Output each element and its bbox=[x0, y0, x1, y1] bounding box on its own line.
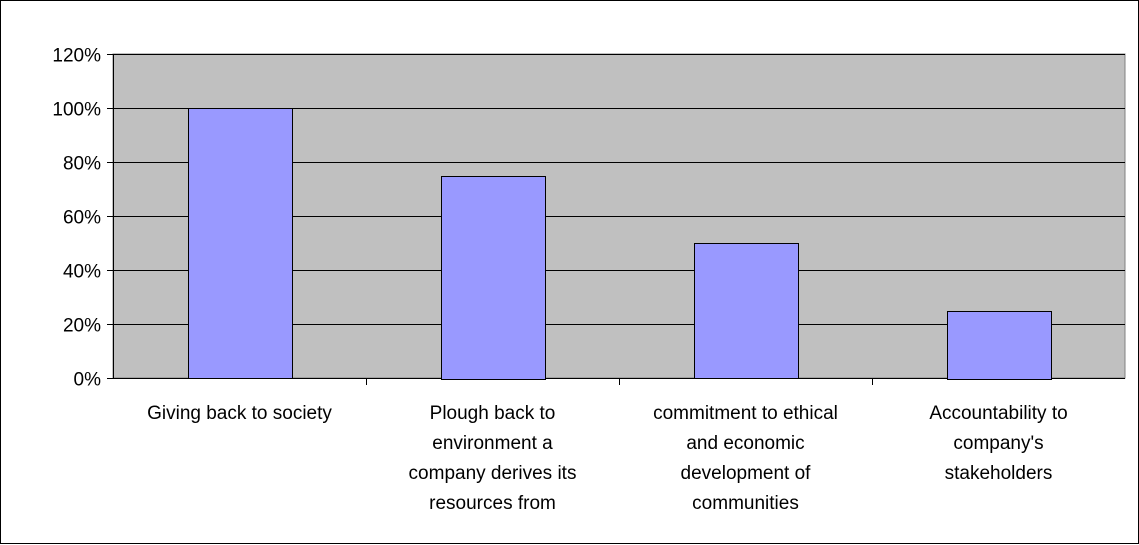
y-tick-label: 60% bbox=[63, 208, 101, 229]
bar bbox=[947, 311, 1052, 380]
x-category-label-line: Plough back to bbox=[430, 403, 556, 424]
y-tick-label: 120% bbox=[52, 46, 101, 67]
x-category-label-line: development of bbox=[681, 463, 812, 484]
y-tick-label: 0% bbox=[74, 370, 102, 391]
x-category-label-line: Accountability to bbox=[929, 403, 1067, 424]
x-category-label-line: Giving back to society bbox=[147, 403, 332, 424]
y-tick-label: 20% bbox=[63, 316, 101, 337]
y-tick-label: 40% bbox=[63, 262, 101, 283]
x-category-label-line: company's bbox=[953, 433, 1043, 454]
bar bbox=[694, 243, 799, 379]
x-category-label-line: and economic bbox=[686, 433, 804, 454]
x-category-label-line: environment a bbox=[432, 433, 553, 454]
x-category-label-line: company derives its bbox=[409, 463, 577, 484]
x-category-label: commitment to ethical and economic develop… bbox=[653, 403, 838, 514]
y-tick-label: 80% bbox=[63, 154, 101, 175]
x-category-label: Giving back to society bbox=[147, 403, 332, 424]
bar bbox=[188, 108, 293, 379]
x-category-label: Accountability to company's stakeholders bbox=[929, 403, 1067, 484]
y-tick-label: 100% bbox=[52, 100, 101, 121]
x-category-label-line: resources from bbox=[429, 493, 556, 514]
x-category-label-line: stakeholders bbox=[945, 463, 1053, 484]
x-category-label-line: communities bbox=[692, 493, 799, 514]
x-category-label: Plough back to environment a company deriv… bbox=[409, 403, 577, 514]
x-category-label-line: commitment to ethical bbox=[653, 403, 838, 424]
bar bbox=[441, 176, 546, 380]
